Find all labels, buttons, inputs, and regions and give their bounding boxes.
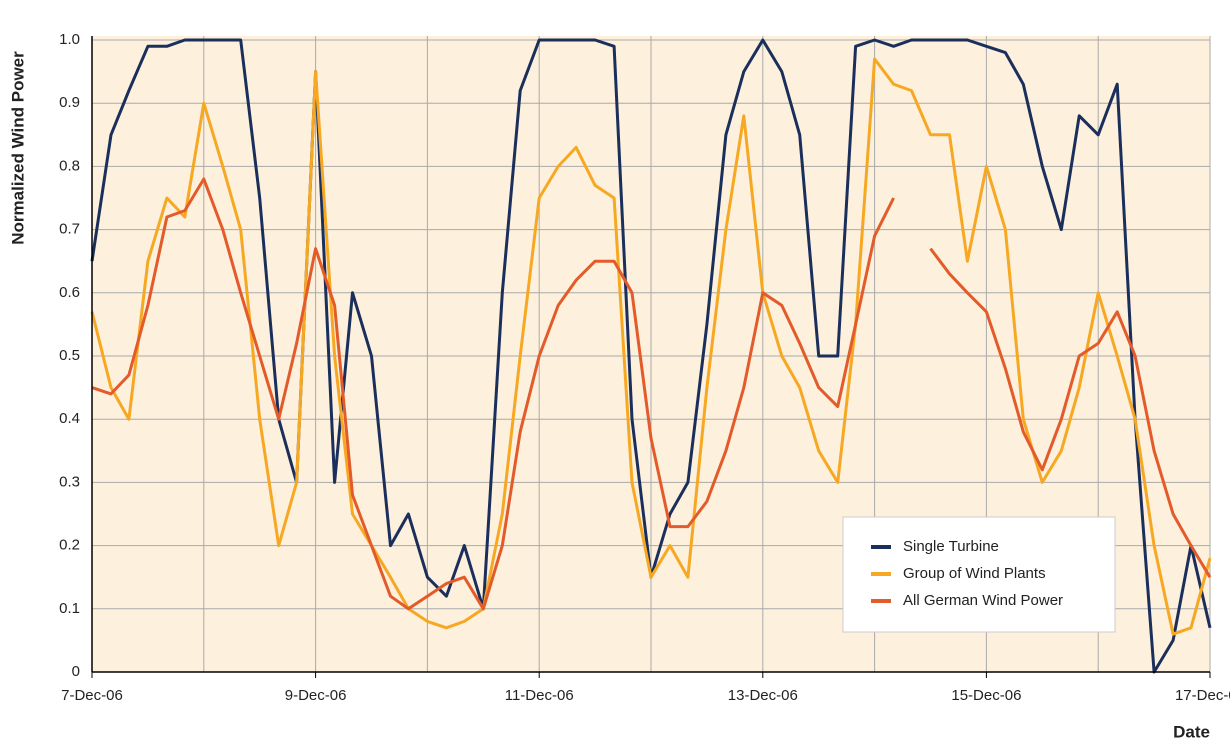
y-tick-label: 0.2 bbox=[59, 537, 80, 554]
y-tick-label: 0.8 bbox=[59, 157, 80, 174]
y-tick-label: 0.3 bbox=[59, 473, 80, 490]
x-tick-label: 15-Dec-06 bbox=[951, 687, 1021, 704]
y-tick-label: 1.0 bbox=[59, 31, 80, 48]
legend-label: All German Wind Power bbox=[903, 592, 1063, 609]
legend-label: Group of Wind Plants bbox=[903, 565, 1046, 582]
y-axis-title: Normalized Wind Power bbox=[8, 51, 27, 245]
x-tick-label: 13-Dec-06 bbox=[728, 687, 798, 704]
y-tick-label: 0.5 bbox=[59, 347, 80, 364]
x-tick-label: 9-Dec-06 bbox=[285, 687, 347, 704]
y-tick-label: 0.7 bbox=[59, 221, 80, 238]
axes: 0 0.1 0.2 0.3 0.4 0.5 0.6 0.7 0.8 0.9 1.0 7-Dec-06 9… bbox=[59, 31, 1230, 704]
y-tick-label: 0.4 bbox=[59, 410, 80, 427]
series-line bbox=[90, 57, 1212, 636]
x-tick-label: 11-Dec-06 bbox=[505, 687, 574, 704]
y-tick-label: 0.6 bbox=[59, 284, 80, 301]
y-tick-label: 0.1 bbox=[59, 600, 80, 617]
legend: Single Turbine Group of Wind Plants All Ge… bbox=[842, 516, 1116, 633]
series-line bbox=[91, 177, 1212, 611]
x-axis-title: Date bbox=[1173, 722, 1210, 741]
y-tick-label: 0 bbox=[72, 663, 80, 680]
x-tick-label: 17-Dec-06 bbox=[1175, 687, 1230, 704]
lines bbox=[90, 38, 1212, 674]
x-tick-label: 7-Dec-06 bbox=[61, 687, 123, 704]
y-tick-label: 0.9 bbox=[59, 94, 80, 111]
legend-label: Single Turbine bbox=[903, 538, 999, 555]
